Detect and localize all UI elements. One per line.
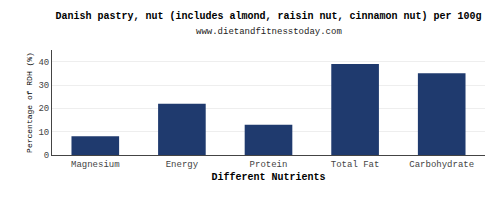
svg-text:Energy: Energy bbox=[166, 160, 199, 170]
svg-text:Total Fat: Total Fat bbox=[331, 160, 380, 170]
svg-text:10: 10 bbox=[38, 128, 49, 138]
svg-text:30: 30 bbox=[38, 81, 49, 91]
svg-text:Different Nutrients: Different Nutrients bbox=[211, 172, 325, 183]
svg-text:Carbohydrate: Carbohydrate bbox=[409, 160, 474, 170]
svg-text:Magnesium: Magnesium bbox=[71, 160, 120, 170]
svg-text:Protein: Protein bbox=[250, 160, 288, 170]
svg-text:www.dietandfitnesstoday.com: www.dietandfitnesstoday.com bbox=[196, 27, 342, 37]
svg-text:40: 40 bbox=[38, 58, 49, 68]
svg-text:20: 20 bbox=[38, 104, 49, 114]
svg-text:Percentage of RDH (%): Percentage of RDH (%) bbox=[25, 52, 34, 153]
svg-text:0: 0 bbox=[44, 151, 49, 161]
svg-text:Danish pastry, nut (includes a: Danish pastry, nut (includes almond, rai… bbox=[55, 11, 481, 22]
